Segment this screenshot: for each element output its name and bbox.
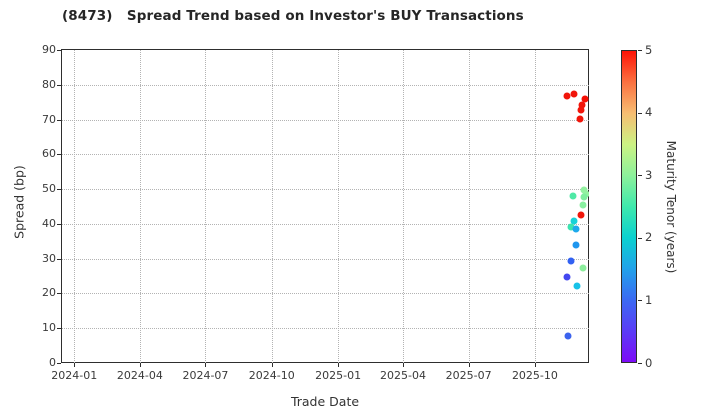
gridline-x-2025-07 <box>468 50 470 363</box>
y-tick-label-60: 60 <box>42 147 56 161</box>
gridline-y-10 <box>62 328 589 330</box>
gridline-y-20 <box>62 293 589 295</box>
x-tick-label-2025-04: 2025-04 <box>380 369 426 382</box>
y-tick-label-90: 90 <box>42 43 56 56</box>
data-point <box>579 201 586 209</box>
y-tick-label-50: 50 <box>42 182 56 196</box>
gridline-x-2025-04 <box>403 50 404 363</box>
data-point <box>580 193 588 201</box>
plot-frame <box>61 49 589 363</box>
colorbar-tick-mark-2 <box>638 237 642 239</box>
colorbar-tick-mark-0 <box>638 363 642 364</box>
data-point <box>567 257 575 265</box>
x-tick-mark-2025-07 <box>468 363 470 367</box>
gridline-y-80 <box>62 84 589 86</box>
data-point <box>577 211 585 219</box>
x-tick-label-2025-07: 2025-07 <box>445 369 492 382</box>
data-point <box>576 115 584 122</box>
data-point <box>564 332 572 340</box>
colorbar-tick-label-4: 4 <box>645 105 653 120</box>
gridline-x-2024-04 <box>139 50 141 363</box>
gridline-x-2024-07 <box>205 50 207 363</box>
colorbar-tick-mark-1 <box>638 300 642 302</box>
y-tick-label-30: 30 <box>42 251 56 265</box>
y-tick-mark-10 <box>57 328 61 330</box>
colorbar-tick-label-2: 2 <box>645 230 653 245</box>
x-tick-mark-2024-07 <box>205 363 207 367</box>
gridline-y-40 <box>62 223 589 225</box>
y-tick-mark-20 <box>57 293 61 295</box>
colorbar-label: Maturity Tenor (years) <box>664 140 678 274</box>
data-point <box>572 241 580 249</box>
data-point <box>577 106 585 114</box>
gridline-y-50 <box>62 189 589 191</box>
gridline-y-30 <box>62 258 589 260</box>
data-point <box>563 273 571 281</box>
data-point <box>579 264 586 272</box>
y-tick-label-40: 40 <box>42 216 56 230</box>
gridline-x-2025-10 <box>534 50 536 363</box>
y-tick-mark-60 <box>57 154 61 156</box>
x-tick-label-2024-10: 2024-10 <box>248 369 295 382</box>
y-tick-label-10: 10 <box>42 321 56 335</box>
x-tick-mark-2024-01 <box>74 363 76 367</box>
x-tick-mark-2025-10 <box>534 363 536 367</box>
chart-title: (8473) Spread Trend based on Investor's … <box>62 8 524 24</box>
y-tick-mark-90 <box>57 50 61 51</box>
plot-area <box>62 50 589 363</box>
colorbar-tick-mark-3 <box>638 175 642 177</box>
y-tick-mark-0 <box>57 363 61 364</box>
x-tick-label-2024-04: 2024-04 <box>116 369 163 382</box>
colorbar-tick-label-3: 3 <box>645 167 653 182</box>
gridline-x-2025-01 <box>338 50 340 363</box>
colorbar-tick-label-0: 0 <box>645 355 653 370</box>
y-tick-mark-30 <box>57 258 61 260</box>
y-tick-mark-40 <box>57 223 61 225</box>
y-tick-mark-80 <box>57 84 61 86</box>
y-tick-label-70: 70 <box>42 112 56 126</box>
y-tick-label-80: 80 <box>42 77 56 91</box>
data-point <box>569 192 577 200</box>
gridline-y-70 <box>62 119 589 121</box>
data-point <box>580 186 588 194</box>
x-tick-mark-2024-04 <box>139 363 141 367</box>
data-point <box>581 95 589 103</box>
data-point <box>563 92 571 100</box>
data-point <box>567 223 575 231</box>
data-point <box>578 101 586 109</box>
y-tick-label-0: 0 <box>49 356 56 369</box>
data-point <box>572 225 580 233</box>
x-axis-label: Trade Date <box>290 394 360 409</box>
data-point <box>573 282 581 290</box>
colorbar-tick-mark-4 <box>638 112 642 114</box>
x-tick-label-2025-10: 2025-10 <box>511 369 558 382</box>
colorbar <box>621 50 637 363</box>
y-tick-mark-70 <box>57 119 61 121</box>
x-tick-mark-2025-01 <box>338 363 340 367</box>
gridline-y-60 <box>62 154 589 156</box>
colorbar-tick-label-5: 5 <box>645 42 653 57</box>
gridline-x-2024-01 <box>74 50 76 363</box>
x-tick-label-2024-07: 2024-07 <box>182 369 229 382</box>
y-tick-mark-50 <box>57 189 61 191</box>
x-tick-mark-2024-10 <box>271 363 273 367</box>
y-tick-label-20: 20 <box>42 286 56 300</box>
colorbar-tick-label-1: 1 <box>645 292 653 307</box>
data-point <box>570 90 578 98</box>
data-point <box>570 217 578 225</box>
colorbar-tick-mark-5 <box>638 50 642 51</box>
x-tick-mark-2025-04 <box>403 363 404 367</box>
gridline-x-2024-10 <box>271 50 273 363</box>
x-tick-label-2025-01: 2025-01 <box>315 369 362 382</box>
x-tick-label-2024-01: 2024-01 <box>51 369 98 382</box>
